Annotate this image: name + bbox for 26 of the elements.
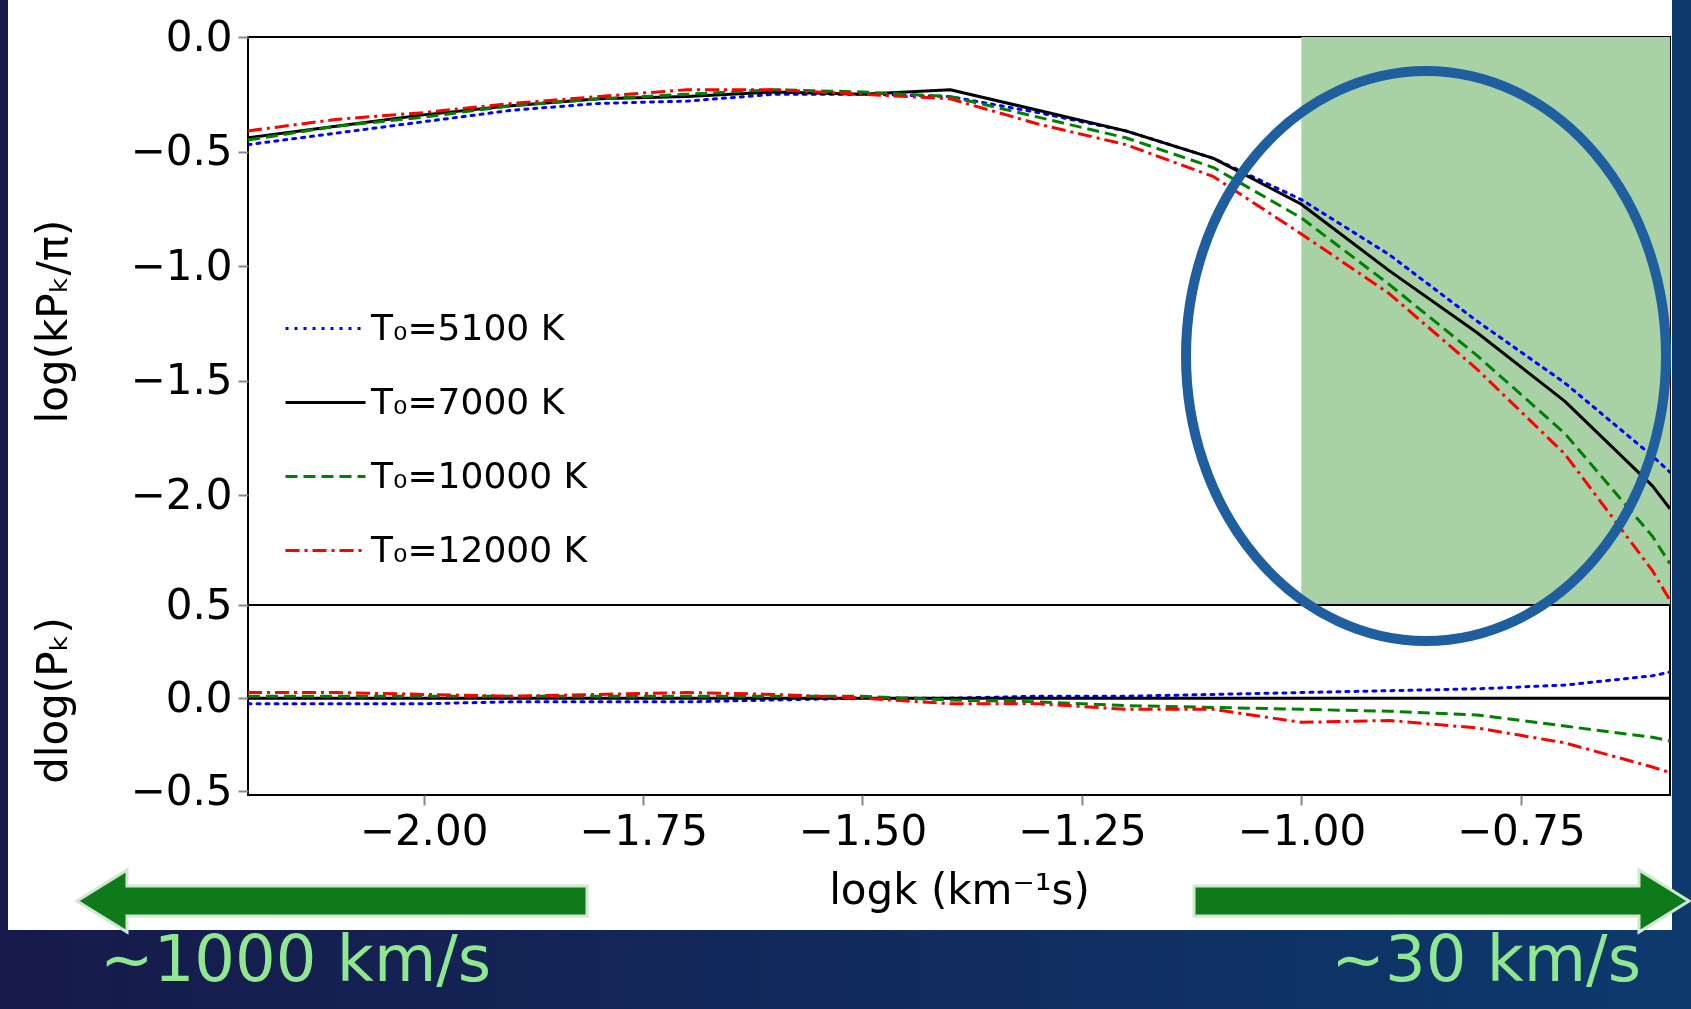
x-tick-label: −1.50: [798, 805, 928, 855]
y-tick-label: −0.5: [130, 765, 233, 815]
text: ~30 km/s: [1331, 922, 1641, 996]
legend-label: T₀=10000 K: [370, 454, 589, 496]
x-tick-label: −2.00: [359, 805, 489, 855]
y-tick-label: −0.5: [130, 126, 233, 176]
y-tick-label: 0.5: [165, 579, 233, 629]
y-axis-title: dlog(Pₖ): [27, 617, 77, 784]
legend-label: T₀=12000 K: [370, 528, 589, 570]
line-series: [248, 670, 1670, 706]
y-tick-label: −1.5: [130, 355, 233, 405]
legend-label: T₀=7000 K: [370, 380, 566, 422]
x-tick-label: −0.75: [1456, 805, 1586, 855]
y-tick-label: 0.0: [165, 11, 233, 61]
line-series: [248, 694, 1670, 743]
text: ~1000 km/s: [100, 922, 492, 996]
x-axis-title: logk (km⁻¹s): [829, 864, 1090, 914]
y-tick-label: −1.0: [130, 240, 233, 290]
y-tick-label: −2.0: [130, 469, 233, 519]
y-axis-title: log(kPₖ/π): [27, 219, 77, 424]
y-tick-label: 0.0: [165, 672, 233, 722]
x-tick-label: −1.75: [579, 805, 708, 855]
line-series: [248, 691, 1670, 775]
x-tick-label: −1.25: [1018, 805, 1147, 855]
legend-label: T₀=5100 K: [370, 306, 566, 348]
x-tick-label: −1.00: [1237, 805, 1367, 855]
